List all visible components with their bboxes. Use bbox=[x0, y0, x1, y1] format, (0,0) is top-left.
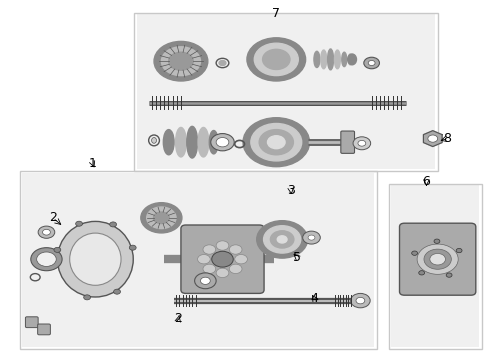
Circle shape bbox=[83, 295, 90, 300]
Ellipse shape bbox=[69, 233, 121, 285]
Circle shape bbox=[54, 247, 61, 252]
Circle shape bbox=[194, 273, 216, 289]
Bar bbox=[390, 185, 478, 347]
Circle shape bbox=[216, 138, 228, 147]
Circle shape bbox=[38, 226, 55, 238]
Circle shape bbox=[350, 293, 369, 308]
Ellipse shape bbox=[58, 221, 133, 297]
Ellipse shape bbox=[163, 130, 174, 155]
Bar bbox=[20, 171, 376, 349]
Ellipse shape bbox=[320, 50, 326, 69]
Circle shape bbox=[367, 60, 374, 66]
Circle shape bbox=[113, 289, 120, 294]
Ellipse shape bbox=[198, 127, 208, 157]
Circle shape bbox=[263, 226, 300, 253]
Bar bbox=[134, 13, 437, 171]
Bar bbox=[22, 173, 373, 347]
Ellipse shape bbox=[347, 54, 356, 65]
Circle shape bbox=[416, 244, 457, 274]
Text: 3: 3 bbox=[286, 184, 294, 197]
Bar bbox=[388, 184, 481, 349]
Circle shape bbox=[433, 239, 439, 243]
Circle shape bbox=[37, 252, 56, 266]
Circle shape bbox=[277, 236, 286, 243]
Ellipse shape bbox=[347, 54, 351, 65]
Circle shape bbox=[216, 241, 228, 250]
Circle shape bbox=[267, 136, 285, 149]
Circle shape bbox=[76, 221, 82, 226]
Circle shape bbox=[355, 297, 364, 304]
Circle shape bbox=[423, 249, 450, 269]
Circle shape bbox=[168, 52, 193, 70]
Circle shape bbox=[307, 235, 314, 240]
FancyBboxPatch shape bbox=[340, 131, 354, 153]
Circle shape bbox=[203, 264, 215, 274]
Text: 1: 1 bbox=[89, 157, 97, 170]
Text: 6: 6 bbox=[422, 175, 429, 188]
Circle shape bbox=[259, 130, 293, 155]
Circle shape bbox=[455, 248, 461, 253]
Circle shape bbox=[254, 43, 298, 76]
Circle shape bbox=[234, 255, 247, 264]
Ellipse shape bbox=[186, 126, 197, 158]
Circle shape bbox=[229, 264, 242, 274]
Text: 5: 5 bbox=[293, 251, 301, 264]
Circle shape bbox=[363, 57, 379, 69]
Ellipse shape bbox=[334, 50, 340, 69]
Circle shape bbox=[129, 245, 136, 250]
FancyBboxPatch shape bbox=[38, 324, 50, 335]
Circle shape bbox=[270, 231, 293, 248]
Circle shape bbox=[246, 38, 305, 81]
Circle shape bbox=[216, 268, 228, 278]
Circle shape bbox=[357, 140, 365, 146]
Text: 2: 2 bbox=[49, 211, 57, 224]
Circle shape bbox=[211, 251, 233, 267]
Circle shape bbox=[161, 47, 200, 76]
Circle shape bbox=[445, 273, 451, 277]
Circle shape bbox=[262, 49, 289, 69]
Circle shape bbox=[141, 203, 182, 233]
Circle shape bbox=[200, 277, 210, 284]
Bar bbox=[137, 14, 434, 169]
Circle shape bbox=[203, 245, 215, 254]
Text: 8: 8 bbox=[443, 132, 450, 145]
Circle shape bbox=[154, 41, 207, 81]
Text: 2: 2 bbox=[174, 312, 182, 325]
Circle shape bbox=[219, 60, 225, 66]
Circle shape bbox=[229, 245, 242, 254]
Circle shape bbox=[210, 134, 234, 151]
Circle shape bbox=[109, 222, 116, 227]
Circle shape bbox=[302, 231, 320, 244]
Ellipse shape bbox=[341, 52, 346, 67]
Ellipse shape bbox=[151, 138, 156, 143]
Circle shape bbox=[42, 229, 50, 235]
FancyBboxPatch shape bbox=[181, 225, 264, 293]
Circle shape bbox=[427, 135, 437, 142]
Circle shape bbox=[146, 207, 176, 229]
Text: 7: 7 bbox=[272, 7, 280, 20]
Polygon shape bbox=[423, 131, 441, 147]
Circle shape bbox=[352, 137, 370, 150]
Circle shape bbox=[418, 271, 424, 275]
Ellipse shape bbox=[175, 127, 186, 157]
Circle shape bbox=[197, 255, 210, 264]
Ellipse shape bbox=[313, 51, 319, 68]
FancyBboxPatch shape bbox=[399, 223, 475, 295]
Circle shape bbox=[153, 212, 169, 224]
Circle shape bbox=[243, 118, 309, 167]
Circle shape bbox=[256, 221, 307, 258]
Circle shape bbox=[429, 253, 445, 265]
Circle shape bbox=[250, 123, 301, 161]
Circle shape bbox=[31, 248, 62, 271]
FancyBboxPatch shape bbox=[25, 317, 38, 328]
Text: 4: 4 bbox=[310, 292, 318, 305]
Ellipse shape bbox=[327, 49, 333, 70]
Circle shape bbox=[411, 251, 417, 255]
Ellipse shape bbox=[209, 131, 218, 154]
